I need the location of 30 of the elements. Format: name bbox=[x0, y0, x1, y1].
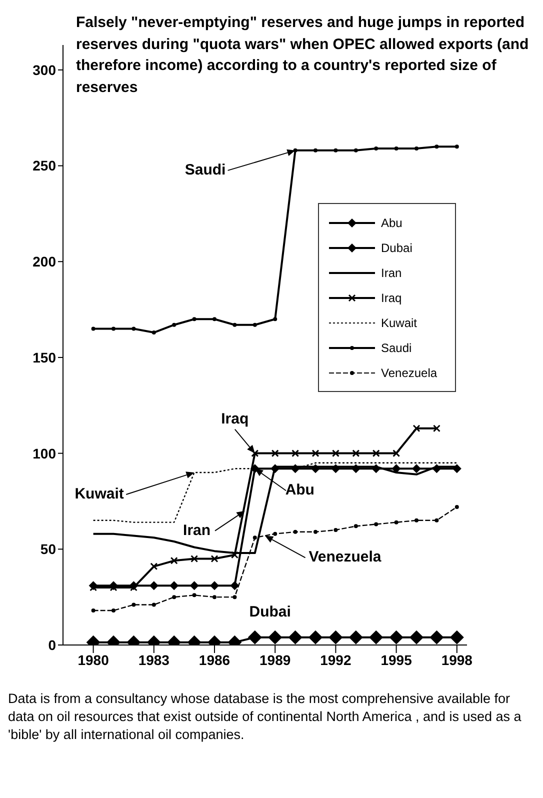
x-tick-label: 1980 bbox=[78, 652, 110, 668]
x-tick-label: 1989 bbox=[260, 652, 291, 668]
y-tick-label: 250 bbox=[32, 158, 56, 174]
x-tick-label: 1998 bbox=[441, 652, 473, 668]
x-tick-label: 1986 bbox=[198, 652, 230, 668]
legend-label: Dubai bbox=[381, 240, 412, 254]
x-tick-label: 1983 bbox=[138, 652, 170, 668]
y-tick-label: 100 bbox=[32, 445, 56, 462]
legend-label: Venezuela bbox=[381, 366, 438, 380]
x-tick-label: 1992 bbox=[320, 652, 352, 668]
annotation: Dubai bbox=[249, 603, 291, 620]
legend-label: Iran bbox=[381, 266, 402, 280]
legend-label: Saudi bbox=[381, 340, 412, 354]
y-tick-label: 0 bbox=[48, 636, 56, 653]
chart-title: Falsely "never-emptying" reserves and huge jumps in reported reserves during "quota wars" when OPEC allowed exports (and therefore income) according to a country's reported size of reserves bbox=[76, 13, 530, 98]
text: Data is from a consultancy whose database is the most comprehensive available for data on oil resources that exist outside of continental North America , and is used as a 'bible' by all international oil companies. bbox=[8, 690, 522, 744]
x-tick-label: 1995 bbox=[380, 652, 412, 668]
annotation: Kuwait bbox=[74, 485, 124, 502]
legend-label: Abu bbox=[381, 216, 402, 230]
y-tick-label: 150 bbox=[32, 349, 56, 366]
y-tick-label: 200 bbox=[32, 254, 56, 270]
y-tick-label: 300 bbox=[32, 62, 56, 78]
annotation: Abu bbox=[285, 482, 314, 499]
y-tick-label: 50 bbox=[40, 541, 56, 558]
annotation: Venezuela bbox=[308, 548, 382, 566]
annotation: Iraq bbox=[221, 410, 249, 428]
legend-label: Iraq bbox=[381, 290, 402, 304]
annotation: Iran bbox=[183, 522, 211, 539]
legend-label: Kuwait bbox=[381, 316, 418, 330]
annotation: Saudi bbox=[184, 161, 226, 178]
